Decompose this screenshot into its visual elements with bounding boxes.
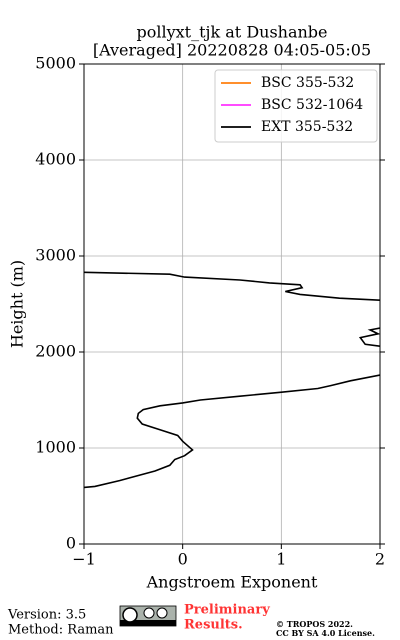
- license: CC BY SA 4.0 License.: [276, 628, 375, 638]
- status-line: Preliminary: [184, 603, 270, 618]
- x-tick-label: 0: [178, 550, 188, 569]
- y-tick-label: 5000: [35, 54, 76, 73]
- y-tick-label: 3000: [35, 246, 76, 265]
- y-axis-label: Height (m): [8, 260, 27, 348]
- method: Method: Raman: [8, 623, 114, 638]
- lines: [84, 271, 380, 489]
- cc-logo: [119, 605, 177, 627]
- legend-box: [214, 69, 378, 143]
- y-tick-label: 4000: [35, 150, 76, 169]
- y-tick-label: 1000: [35, 438, 76, 457]
- legend-label: BSC 532-1064: [261, 97, 363, 113]
- plot-frame: [83, 63, 381, 545]
- x-tick-label: 1: [276, 550, 286, 569]
- y-tick-label: 2000: [35, 342, 76, 361]
- legend-label: EXT 355-532: [261, 119, 353, 135]
- x-tick-label: −1: [72, 550, 96, 569]
- y-tick-label: 0: [66, 534, 76, 553]
- status-line: Results.: [184, 618, 243, 633]
- x-axis-label: Angstroem Exponent: [146, 573, 318, 592]
- version: Version: 3.5: [7, 608, 86, 623]
- copyright: © TROPOS 2022.: [276, 619, 353, 629]
- chart-subtitle: [Averaged] 20220828 04:05-05:05: [93, 41, 371, 60]
- legend: BSC 355-532 BSC 532-1064 EXT 355-532: [214, 69, 378, 143]
- legend-label: BSC 355-532: [261, 75, 354, 91]
- x-tick-label: 2: [375, 550, 385, 569]
- chart-title: pollyxt_tjk at Dushanbe: [136, 23, 327, 42]
- profile-line: [84, 271, 380, 489]
